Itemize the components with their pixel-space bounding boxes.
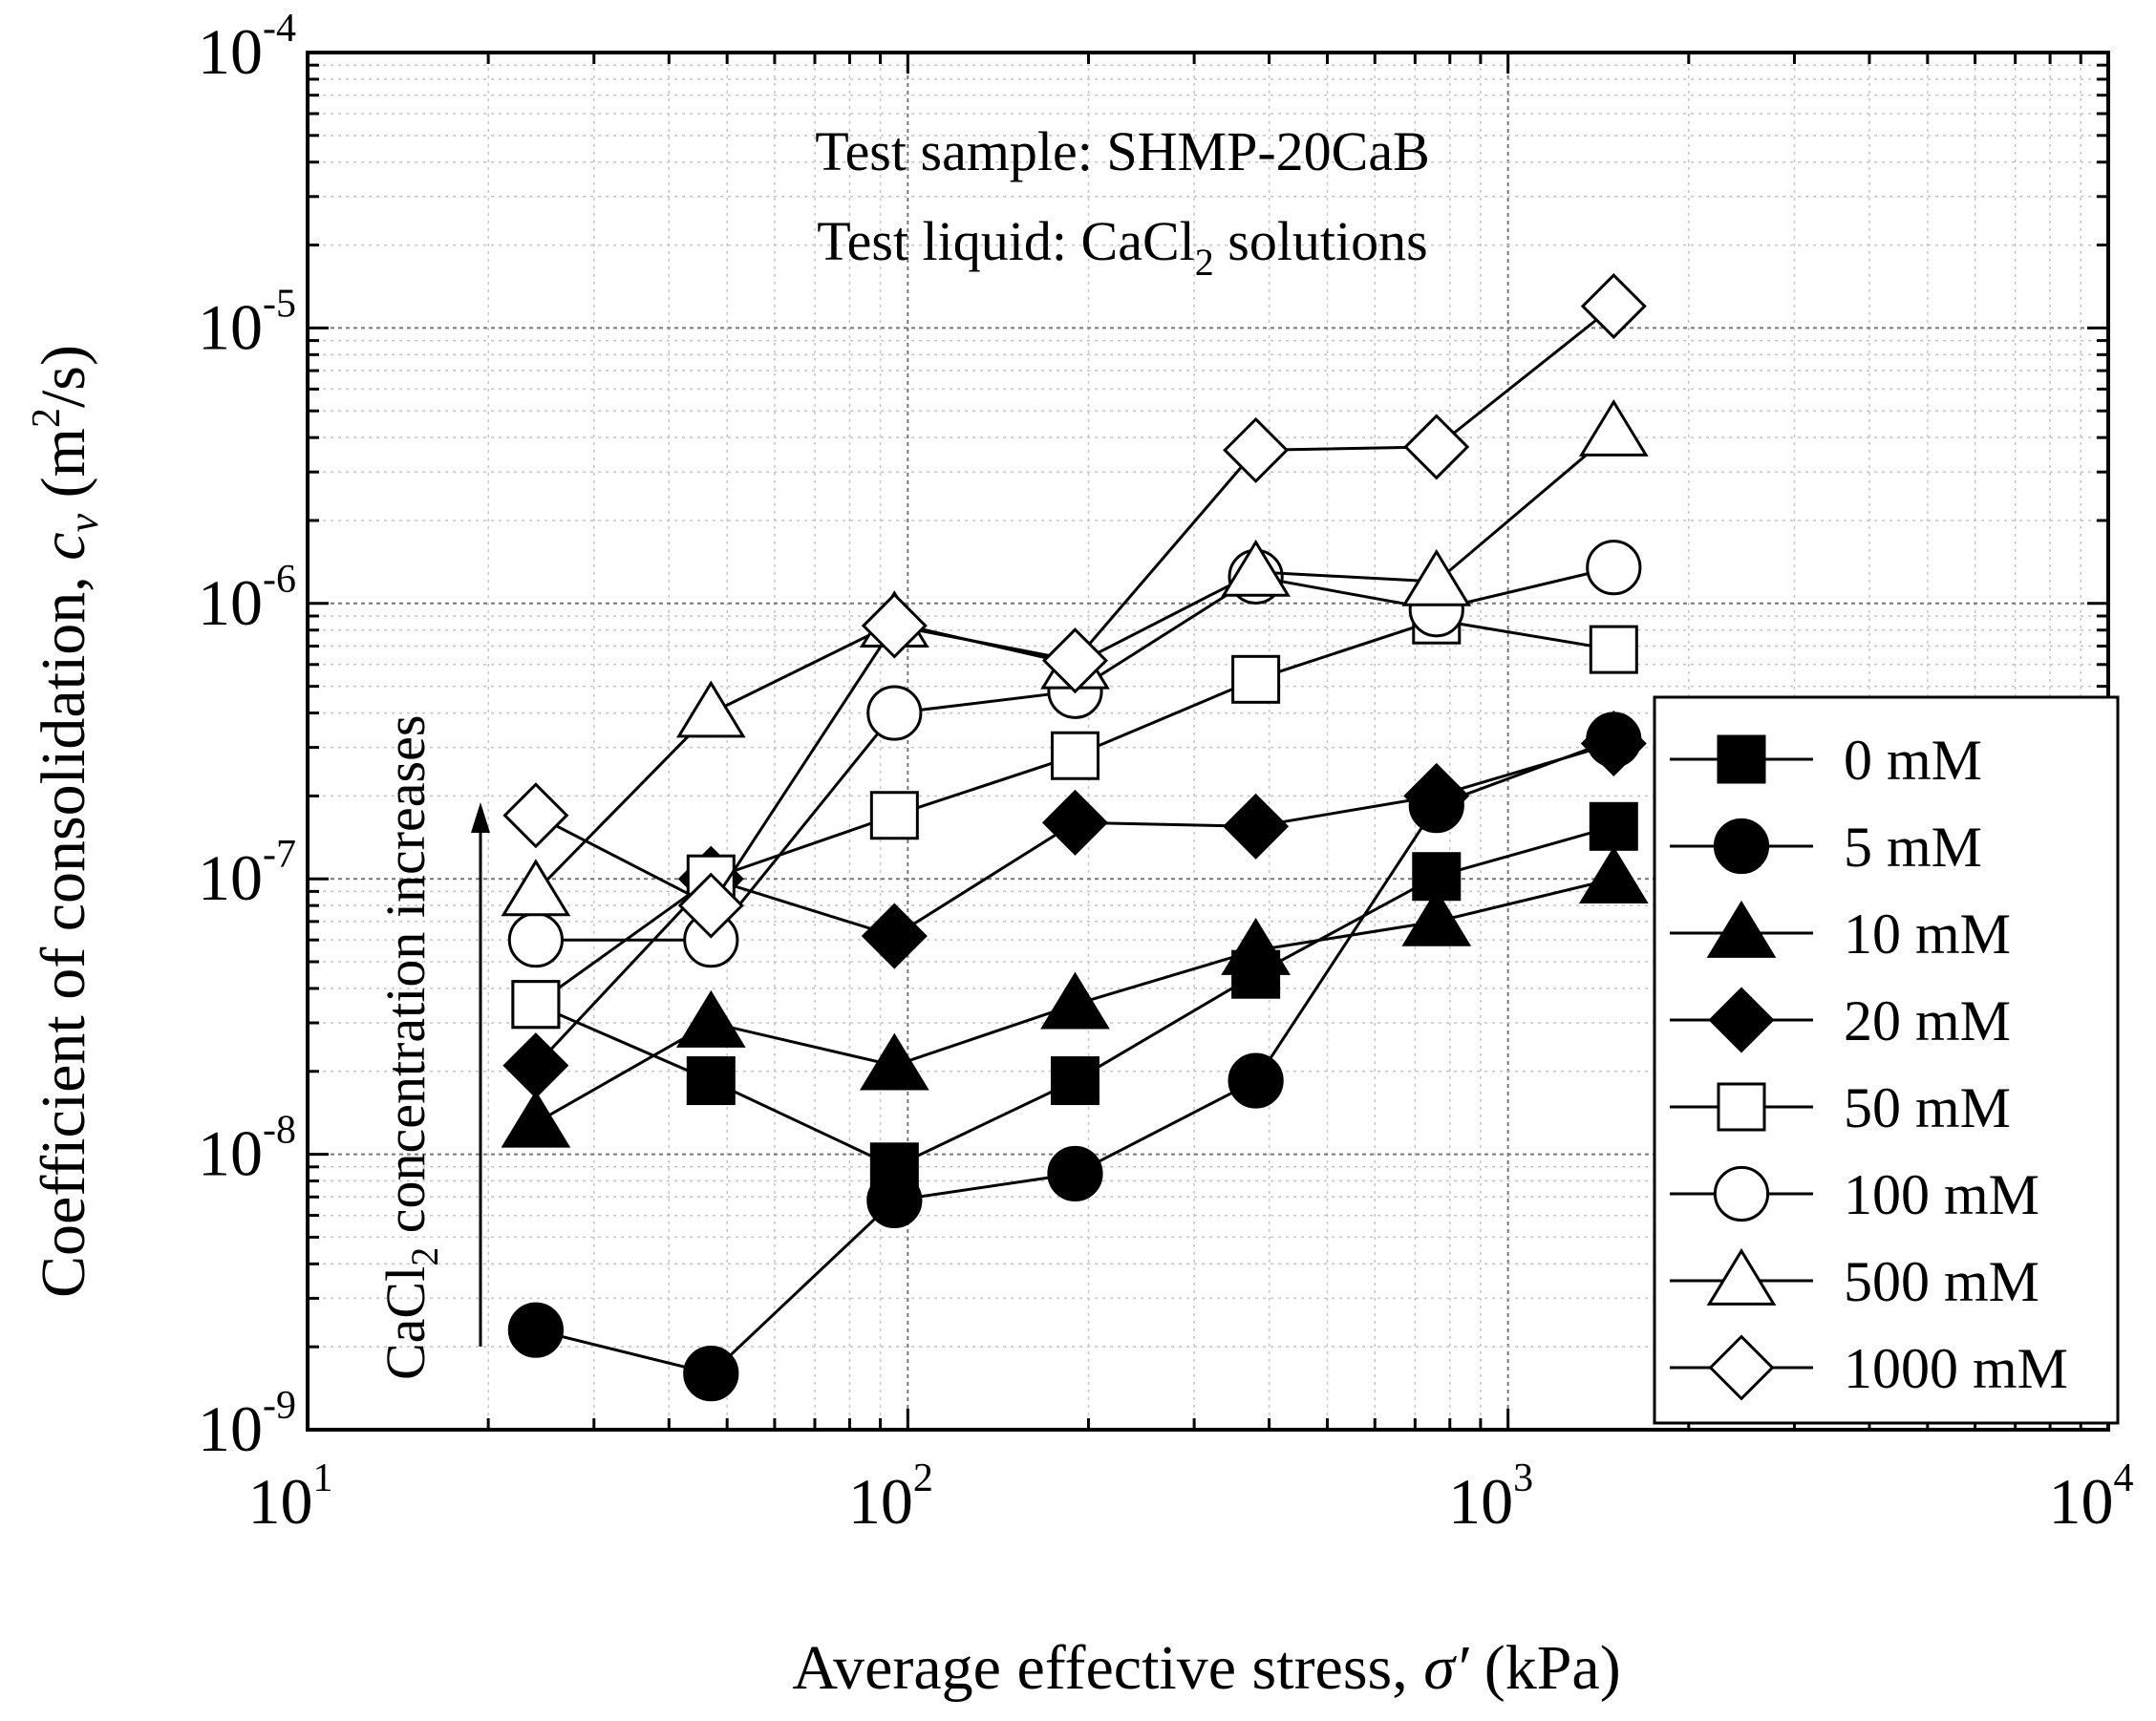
annotation-liquid: Test liquid: CaCl2 solutions: [817, 210, 1428, 284]
y-tick-label: 10-9: [198, 1384, 296, 1465]
data-point: [511, 980, 561, 1030]
data-point: [1589, 801, 1638, 851]
legend-label: 5 mM: [1844, 816, 1982, 879]
data-point: [1223, 793, 1290, 860]
data-point: [1586, 540, 1642, 596]
x-tick-label: 101: [248, 1456, 333, 1538]
legend-label: 500 mM: [1844, 1250, 2039, 1313]
data-point: [1580, 273, 1647, 340]
series-layer: [501, 273, 1649, 1402]
data-point: [1580, 710, 1647, 777]
data-point: [1227, 1052, 1284, 1109]
legend-marker: [1708, 1334, 1775, 1401]
legend-label: 0 mM: [1844, 729, 1982, 792]
legend-marker: [1706, 900, 1777, 958]
data-point: [1578, 398, 1649, 457]
data-point: [501, 859, 571, 917]
series-1000-mm: [502, 273, 1647, 939]
y-tick-label: 10-4: [198, 7, 296, 88]
data-point: [1403, 414, 1470, 480]
data-point: [502, 1032, 569, 1099]
data-point: [1050, 731, 1099, 780]
legend-marker: [1717, 734, 1766, 784]
data-point: [861, 903, 928, 969]
tick-labels: 101 102 103 104 10-9 10-8 10-7 10-6 10-5 10-4: [198, 7, 2134, 1538]
annotation-sample: Test sample: SHMP-20CaB: [815, 120, 1430, 182]
data-point: [677, 872, 744, 939]
data-point: [1401, 548, 1472, 606]
legend-marker: [1717, 1082, 1766, 1132]
data-point: [675, 680, 746, 738]
data-point: [507, 912, 564, 968]
y-tick-label: 10-7: [198, 833, 296, 914]
data-point: [859, 1032, 929, 1091]
data-point: [1231, 654, 1281, 704]
legend-label: 100 mM: [1844, 1163, 2039, 1226]
x-axis-title: Average effective stress, σ′ (kPa): [792, 1633, 1620, 1703]
y-tick-label: 10-6: [198, 558, 296, 639]
y-tick-label: 10-5: [198, 282, 296, 363]
data-point: [1403, 762, 1470, 829]
y-tick-label: 10-8: [198, 1109, 296, 1190]
x-tick-label: 104: [2049, 1456, 2134, 1538]
data-point: [861, 592, 928, 659]
x-tick-label: 103: [1448, 1456, 1533, 1538]
legend: 0 mM 5 mM 10 mM 20 mM 50 mM 100 mM 500 mM 1000 …: [1653, 695, 2120, 1425]
data-point: [869, 791, 919, 840]
data-point: [866, 1172, 923, 1229]
concentration-arrow-label: CaCl2 concentration increases: [374, 715, 446, 1380]
legend-marker: [1713, 818, 1770, 875]
concentration-arrowhead: [471, 802, 490, 833]
data-point: [501, 1090, 571, 1148]
legend-label: 10 mM: [1844, 903, 2011, 966]
data-point: [1041, 789, 1109, 856]
data-point: [686, 1056, 736, 1106]
data-point: [1047, 1145, 1103, 1202]
data-point: [1221, 539, 1291, 597]
data-point: [502, 782, 569, 849]
data-point: [1040, 971, 1110, 1030]
legend-box: [1653, 695, 2120, 1425]
data-point: [683, 1346, 739, 1402]
legend-marker: [1713, 1165, 1770, 1222]
data-point: [1578, 846, 1649, 904]
data-point: [1221, 917, 1291, 975]
data-point: [1401, 888, 1472, 946]
legend-marker: [1708, 987, 1775, 1053]
data-point: [1223, 416, 1290, 483]
legend-label: 20 mM: [1844, 989, 2011, 1052]
data-point: [866, 685, 923, 741]
data-point: [675, 989, 746, 1048]
data-point: [1041, 627, 1109, 694]
x-tick-label: 102: [848, 1456, 933, 1538]
legend-marker: [1706, 1247, 1777, 1306]
y-axis-title: Coefficient of consolidation, cv (m2/s): [25, 345, 107, 1298]
data-point: [507, 1302, 564, 1358]
data-point: [1050, 1056, 1099, 1106]
legend-label: 1000 mM: [1844, 1337, 2068, 1400]
series-10-mm: [501, 846, 1649, 1148]
legend-label: 50 mM: [1844, 1076, 2011, 1139]
data-point: [1589, 625, 1638, 674]
